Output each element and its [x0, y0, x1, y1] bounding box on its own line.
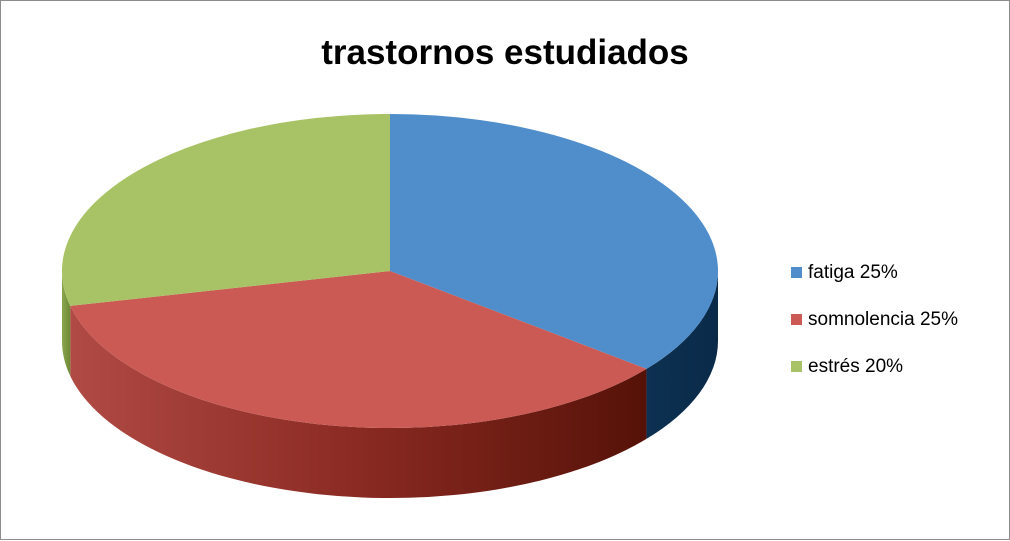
legend-label: estrés 20%	[808, 355, 904, 377]
pie-slice-1	[70, 271, 647, 428]
legend-item: fatiga 25%	[791, 249, 958, 296]
legend-label: somnolencia 25%	[808, 308, 958, 330]
chart-title: trastornos estudiados	[321, 33, 689, 72]
legend-swatch	[791, 314, 802, 325]
pie-side-2	[62, 271, 71, 376]
legend-label: fatiga 25%	[808, 261, 898, 283]
pie-slice-0	[390, 114, 718, 369]
legend-item: estrés 20%	[791, 343, 958, 390]
pie-side-0	[646, 271, 718, 439]
legend-item: somnolencia 25%	[791, 296, 958, 343]
pie-slice-2	[61, 114, 390, 306]
pie-side-1	[70, 305, 647, 499]
legend: fatiga 25% somnolencia 25% estrés 20%	[791, 249, 958, 390]
legend-swatch	[791, 361, 802, 372]
legend-swatch	[791, 267, 802, 278]
